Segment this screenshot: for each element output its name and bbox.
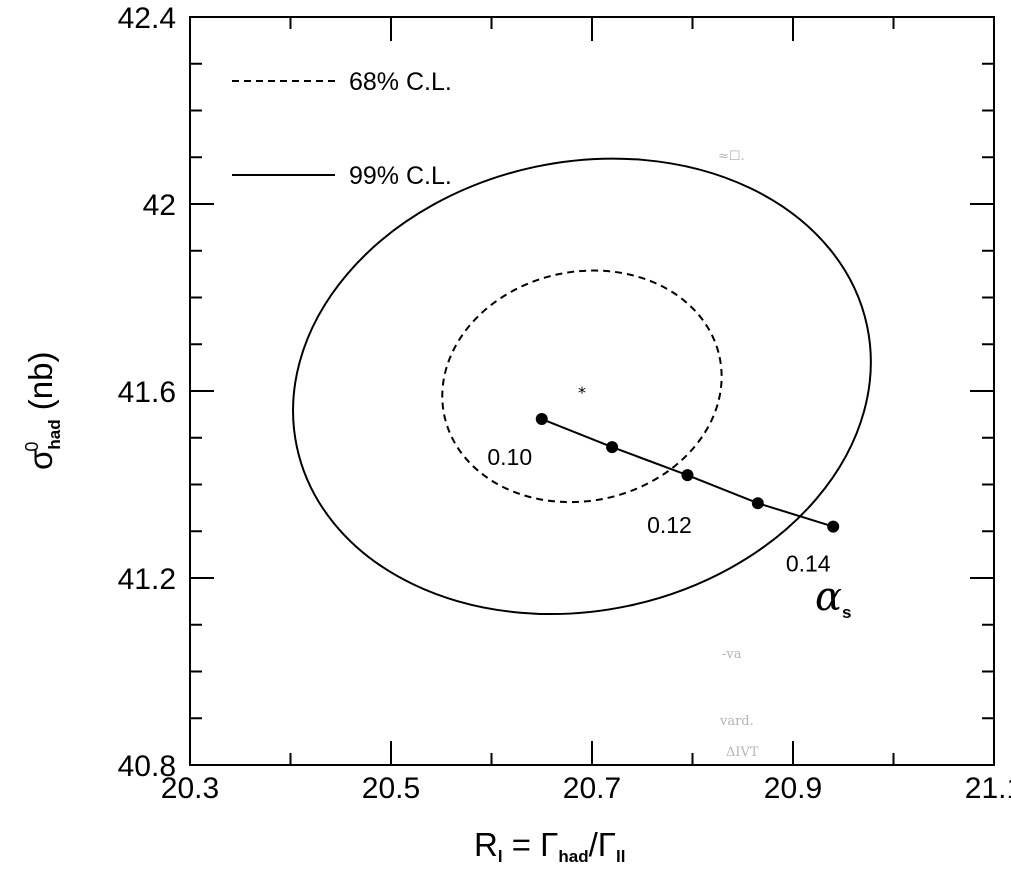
alpha-s-point [535, 413, 548, 426]
x-tick-label: 20.7 [563, 772, 621, 805]
x-axis-label: Rl = Γhad/Γll [474, 826, 625, 866]
y-tick-label: 42.4 [118, 2, 176, 35]
y-tick-label: 42 [143, 189, 176, 222]
legend-68-label: 68% C.L. [349, 68, 452, 96]
scan-artifact: ΔIVT [726, 745, 759, 760]
axis-ticks [189, 16, 995, 766]
alpha-s-point [606, 441, 619, 454]
alpha-s-point-label: 0.12 [647, 512, 692, 538]
contours: * [292, 157, 872, 616]
alpha-s-point [681, 469, 694, 482]
alpha-s-point [827, 520, 840, 533]
alpha-s-point-label: 0.14 [786, 551, 831, 577]
scan-artifact: vard. [719, 714, 754, 729]
tick-labels: 20.3 20.5 20.7 20.9 21.1 40.8 41.2 41.6 42 42.4 [118, 2, 1011, 805]
plot-frame [189, 16, 995, 766]
x-tick-label: 20.9 [764, 772, 822, 805]
contour-68-ellipse [441, 269, 723, 504]
best-fit-marker: * [578, 383, 586, 402]
x-tick-label: 21.1 [965, 772, 1011, 805]
alpha-s-line: 0.10 0.12 0.14 [487, 413, 840, 577]
y-tick-label: 40.8 [118, 750, 176, 783]
y-axis-label: σ0 had (nb) [22, 352, 64, 470]
alpha-s-point [751, 497, 764, 510]
y-tick-label: 41.2 [118, 563, 176, 596]
y-tick-label: 41.6 [118, 376, 176, 409]
scan-artifact: ≈☐. [718, 149, 745, 164]
scan-artifact: -va [722, 647, 742, 662]
x-tick-label: 20.5 [362, 772, 420, 805]
legend-99-label: 99% C.L. [349, 162, 452, 190]
contour-99-ellipse [292, 157, 872, 616]
alpha-s-label: αs [815, 574, 851, 622]
alpha-s-point-label: 0.10 [487, 444, 532, 470]
x-tick-label: 20.3 [161, 772, 219, 805]
